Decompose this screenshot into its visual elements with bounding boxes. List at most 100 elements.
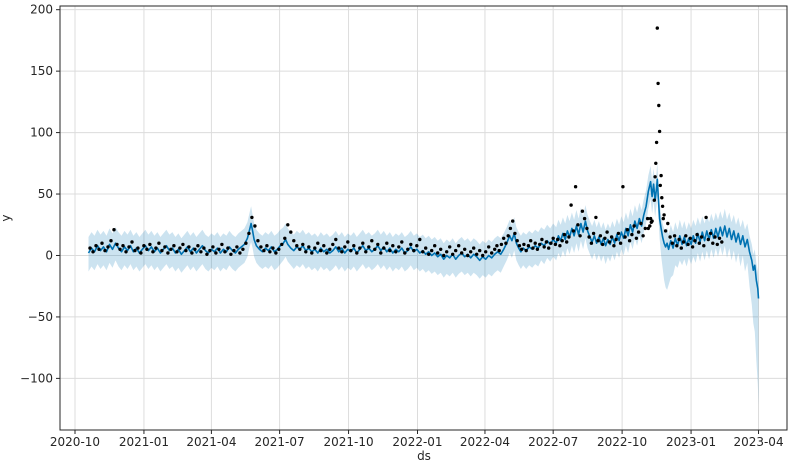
- observation-point: [688, 236, 692, 240]
- observation-point: [355, 251, 359, 255]
- observation-point: [499, 242, 504, 247]
- observation-point: [472, 246, 476, 250]
- observation-point: [202, 246, 206, 250]
- observation-point: [655, 26, 659, 30]
- observation-point: [361, 241, 365, 245]
- observation-point: [517, 244, 522, 248]
- observation-point: [533, 241, 537, 245]
- observation-point: [418, 237, 422, 242]
- observation-point: [618, 241, 623, 245]
- observation-point: [632, 224, 636, 228]
- observation-point: [511, 219, 515, 223]
- observation-point: [717, 236, 722, 240]
- observation-point: [184, 248, 188, 253]
- observation-point: [524, 248, 528, 253]
- observation-point: [367, 245, 371, 249]
- observation-point: [466, 253, 470, 258]
- observation-point: [679, 246, 683, 250]
- observation-point: [660, 204, 665, 208]
- observation-point: [693, 239, 697, 243]
- observation-point: [271, 246, 275, 250]
- observation-point: [538, 242, 542, 247]
- observation-point: [319, 248, 323, 253]
- observation-point: [376, 242, 380, 247]
- observation-point: [241, 247, 245, 251]
- x-tick-label: 2021-04: [186, 435, 236, 449]
- observation-point: [481, 253, 485, 258]
- y-tick-label: −100: [20, 371, 53, 385]
- observation-point: [259, 245, 263, 249]
- observation-point: [639, 221, 643, 226]
- x-axis-label: ds: [417, 449, 431, 463]
- observation-point: [91, 250, 95, 254]
- observation-point: [364, 250, 368, 254]
- observation-point: [223, 250, 227, 254]
- observation-point: [181, 242, 185, 247]
- observation-point: [529, 239, 533, 243]
- observation-point: [497, 248, 501, 253]
- y-tick-label: 150: [30, 64, 53, 78]
- observation-point: [677, 237, 681, 242]
- prophet-forecast-figure: 2020-10 2021-01 2021-04 2021-07 2021-10 2022-…: [0, 2, 788, 463]
- observation-point: [163, 245, 167, 249]
- observation-point: [430, 248, 434, 253]
- y-axis-label: y: [0, 214, 13, 222]
- x-tick-label: 2023-04: [733, 435, 783, 449]
- observation-point: [307, 245, 311, 249]
- observation-point: [127, 245, 131, 249]
- observation-point: [295, 244, 299, 248]
- observation-point: [607, 240, 612, 244]
- observation-point: [661, 216, 665, 221]
- observation-point: [301, 242, 305, 247]
- observation-point: [106, 245, 110, 249]
- observation-point: [118, 247, 122, 251]
- observation-point: [645, 216, 650, 221]
- observation-point: [325, 251, 329, 255]
- observation-point: [670, 241, 674, 245]
- observation-point: [145, 247, 149, 251]
- observation-point: [382, 246, 386, 250]
- observation-point: [427, 252, 431, 256]
- observation-point: [280, 242, 284, 247]
- observation-point: [442, 253, 446, 258]
- observation-point: [199, 250, 203, 254]
- x-tick-label: 2022-07: [528, 435, 578, 449]
- observation-point: [578, 234, 582, 238]
- observation-point: [415, 244, 419, 248]
- observation-point: [235, 245, 239, 249]
- observation-point: [582, 216, 587, 221]
- observation-point: [292, 239, 296, 243]
- observation-point: [388, 248, 392, 253]
- observation-point: [585, 226, 589, 231]
- x-tick-label: 2021-01: [119, 435, 169, 449]
- observation-point: [337, 246, 341, 250]
- observation-point: [463, 247, 467, 251]
- observation-point: [562, 232, 567, 237]
- y-tick-label: 0: [45, 248, 53, 262]
- observation-point: [373, 247, 377, 251]
- observation-point: [142, 244, 146, 248]
- observation-point: [409, 242, 413, 247]
- observation-point: [358, 246, 362, 250]
- observation-point: [406, 247, 410, 251]
- observation-point: [166, 251, 170, 255]
- observation-point: [702, 244, 706, 248]
- observation-point: [657, 129, 662, 134]
- observation-point: [660, 196, 664, 200]
- chart-canvas: 2020-10 2021-01 2021-04 2021-07 2021-10 2022-…: [20, 3, 788, 449]
- observation-point: [704, 215, 708, 220]
- observation-point: [160, 248, 164, 253]
- observation-point: [397, 245, 401, 249]
- observation-point: [490, 251, 494, 255]
- observation-point: [214, 251, 218, 255]
- observation-point: [720, 240, 724, 244]
- observation-point: [508, 226, 513, 231]
- observation-point: [340, 250, 344, 254]
- observation-point: [196, 244, 200, 248]
- axis-spine: [59, 5, 788, 431]
- observation-point: [247, 231, 251, 236]
- observation-point: [148, 242, 152, 247]
- observation-point: [412, 248, 416, 253]
- observation-point: [253, 224, 257, 228]
- observation-point: [600, 242, 605, 247]
